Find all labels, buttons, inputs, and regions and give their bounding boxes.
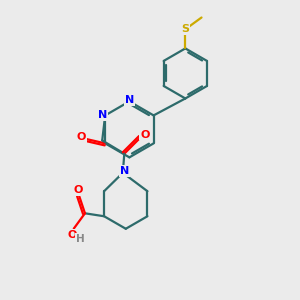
Text: O: O (68, 230, 77, 240)
Text: O: O (74, 185, 83, 195)
Text: H: H (76, 234, 85, 244)
Text: O: O (140, 130, 150, 140)
Text: O: O (77, 133, 86, 142)
Text: S: S (181, 24, 189, 34)
Text: N: N (125, 95, 134, 105)
Text: N: N (120, 166, 129, 176)
Text: N: N (98, 110, 107, 120)
